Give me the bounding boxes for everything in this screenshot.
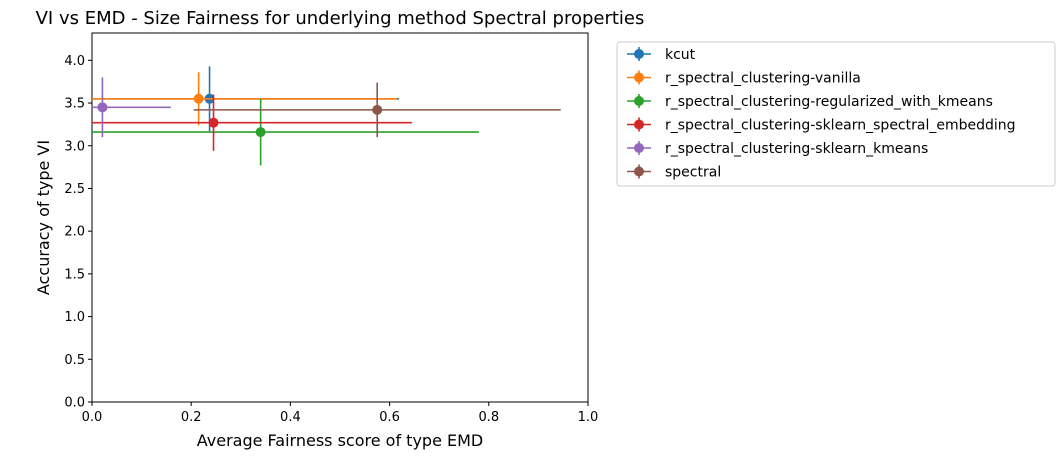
y-tick-label: 4.0 bbox=[64, 54, 85, 69]
x-tick-label: 0.0 bbox=[82, 410, 103, 425]
legend-item: kcut bbox=[627, 47, 696, 63]
x-axis-ticks: 0.0 0.2 0.4 0.6 0.8 1.0 bbox=[82, 402, 599, 425]
plot-area: 0.0 0.2 0.4 0.6 0.8 1.0 0.0 0.5 1.0 1.5 2.0 2.5 3.0… bbox=[64, 32, 599, 425]
legend-label: r_spectral_clustering-sklearn_kmeans bbox=[665, 141, 928, 157]
series-3 bbox=[92, 94, 412, 151]
legend-label: r_spectral_clustering-vanilla bbox=[665, 71, 861, 87]
x-tick-label: 1.0 bbox=[578, 410, 599, 425]
data-point bbox=[193, 93, 204, 104]
y-axis-label: Accuracy of type VI bbox=[34, 140, 53, 295]
legend-item: r_spectral_clustering-sklearn_spectral_e… bbox=[627, 117, 1016, 134]
y-tick-label: 3.0 bbox=[64, 139, 85, 154]
plot-frame bbox=[91, 32, 589, 403]
legend-marker bbox=[634, 96, 644, 106]
legend-marker bbox=[634, 72, 644, 83]
legend-label: r_spectral_clustering-sklearn_spectral_e… bbox=[665, 118, 1016, 134]
series-1 bbox=[92, 72, 398, 126]
y-tick-label: 0.0 bbox=[64, 396, 85, 411]
series-4 bbox=[92, 77, 171, 138]
legend-marker bbox=[634, 49, 644, 59]
legend-frame bbox=[616, 41, 1056, 187]
legend: kcut r_spectral_clustering-vanilla r_spect… bbox=[616, 41, 1056, 187]
legend-item: r_spectral_clustering-sklearn_kmeans bbox=[627, 141, 928, 157]
x-tick-label: 0.4 bbox=[280, 410, 301, 425]
legend-item: r_spectral_clustering-vanilla bbox=[627, 70, 861, 87]
series-5 bbox=[193, 82, 561, 138]
y-tick-label: 3.5 bbox=[64, 97, 85, 112]
legend-marker bbox=[634, 143, 644, 153]
series-layer bbox=[92, 66, 561, 166]
legend-marker bbox=[634, 166, 644, 177]
data-point bbox=[97, 102, 108, 113]
y-tick-label: 1.5 bbox=[64, 267, 85, 282]
y-tick-label: 0.5 bbox=[64, 353, 85, 368]
y-axis-ticks: 0.0 0.5 1.0 1.5 2.0 2.5 3.0 3.5 4.0 bbox=[64, 54, 92, 411]
data-point bbox=[208, 117, 219, 128]
x-axis-label: Average Fairness score of type EMD bbox=[197, 431, 483, 450]
legend-marker bbox=[634, 119, 644, 130]
y-tick-label: 2.0 bbox=[64, 225, 85, 240]
data-point bbox=[255, 127, 266, 138]
chart-title: VI vs EMD - Size Fairness for underlying… bbox=[36, 8, 645, 29]
legend-item: spectral bbox=[627, 164, 721, 181]
data-point bbox=[372, 104, 383, 115]
legend-item: r_spectral_clustering-regularized_with_k… bbox=[627, 94, 993, 110]
x-tick-label: 0.6 bbox=[379, 410, 400, 425]
x-tick-label: 0.8 bbox=[478, 410, 499, 425]
y-tick-label: 1.0 bbox=[64, 310, 85, 325]
x-tick-label: 0.2 bbox=[181, 410, 202, 425]
legend-label: r_spectral_clustering-regularized_with_k… bbox=[665, 94, 993, 110]
series-2 bbox=[92, 98, 479, 166]
y-tick-label: 2.5 bbox=[64, 182, 85, 197]
legend-label: kcut bbox=[665, 47, 696, 63]
legend-label: spectral bbox=[665, 165, 721, 181]
